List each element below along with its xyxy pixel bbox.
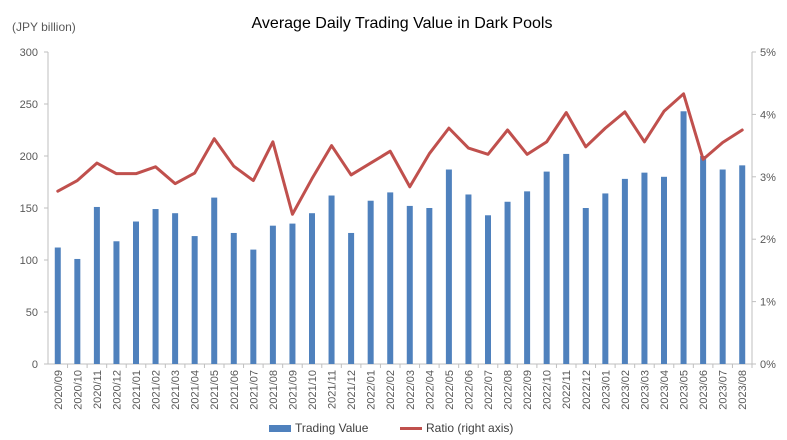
- x-tick-label: 2022/03: [405, 370, 417, 410]
- x-tick-label: 2021/10: [307, 370, 319, 410]
- bar-trading-value: [113, 241, 120, 364]
- bar-trading-value: [328, 195, 335, 364]
- bar-trading-value: [54, 247, 61, 364]
- x-tick-label: 2023/03: [639, 370, 651, 410]
- x-tick-label: 2020/09: [53, 370, 65, 410]
- x-tick-label: 2022/10: [542, 370, 554, 410]
- x-tick-label: 2023/08: [737, 370, 749, 410]
- legend-swatch-trading-value: [269, 425, 291, 432]
- bar-trading-value: [172, 213, 179, 364]
- y-right-tick-label: 5%: [760, 47, 776, 59]
- x-tick-label: 2023/04: [659, 370, 671, 410]
- bar-trading-value: [485, 215, 491, 364]
- x-tick-label: 2021/09: [287, 370, 299, 410]
- y-left-tick-label: 250: [20, 99, 38, 111]
- bar-trading-value: [93, 206, 100, 364]
- x-tick-label: 2021/03: [170, 370, 182, 410]
- chart-title: Average Daily Trading Value in Dark Pool…: [252, 15, 553, 32]
- bar-trading-value: [661, 176, 667, 364]
- bar-trading-value: [406, 205, 413, 364]
- y-right-tick-label: 2%: [760, 234, 776, 246]
- x-tick-label: 2022/09: [522, 370, 534, 410]
- bar-trading-value: [465, 194, 472, 364]
- x-tick-label: 2021/11: [327, 370, 339, 409]
- bar-trading-value: [641, 172, 648, 364]
- trading-value-bars: [54, 111, 746, 364]
- bar-trading-value: [348, 232, 355, 364]
- x-tick-label: 2020/10: [72, 370, 84, 410]
- bar-trading-value: [309, 213, 315, 364]
- bar-trading-value: [680, 111, 687, 364]
- y-left-tick-label: 300: [20, 47, 38, 59]
- bar-trading-value: [445, 169, 452, 364]
- legend-label-ratio: Ratio (right axis): [426, 421, 513, 435]
- bar-trading-value: [426, 208, 433, 364]
- x-tick-label: 2021/01: [131, 370, 143, 410]
- legend-label-trading-value: Trading Value: [295, 421, 369, 435]
- x-tick-label: 2022/01: [366, 370, 378, 410]
- bar-trading-value: [230, 232, 237, 364]
- ratio-line: [56, 92, 744, 216]
- bar-trading-value: [621, 178, 628, 364]
- x-tick-label: 2022/05: [444, 370, 456, 410]
- x-tick-label: 2021/12: [346, 370, 358, 410]
- y-left-tick-label: 100: [20, 255, 38, 267]
- bar-trading-value: [152, 209, 159, 364]
- bar-trading-value: [524, 191, 531, 364]
- x-tick-label: 2023/02: [620, 370, 632, 410]
- x-tick-label: 2023/06: [698, 370, 710, 410]
- bar-trading-value: [700, 156, 707, 364]
- y-left-unit-label: (JPY billion): [12, 20, 76, 34]
- bar-trading-value: [74, 258, 81, 364]
- bar-trading-value: [582, 208, 589, 364]
- x-tick-label: 2022/08: [503, 370, 515, 410]
- x-tick-label: 2023/05: [679, 370, 691, 410]
- y-right-tick-label: 0%: [760, 359, 776, 371]
- bar-trading-value: [133, 221, 139, 364]
- x-tick-label: 2022/02: [385, 370, 397, 410]
- x-tick-label: 2022/12: [581, 370, 593, 410]
- x-tick-label: 2021/02: [151, 370, 163, 410]
- y-right-tick-label: 1%: [760, 297, 776, 309]
- y-right-tick-label: 3%: [760, 172, 776, 184]
- bar-trading-value: [211, 197, 218, 364]
- x-tick-label: 2022/06: [463, 370, 475, 410]
- y-left-tick-label: 200: [20, 151, 38, 163]
- x-tick-label: 2021/05: [209, 370, 221, 410]
- bar-trading-value: [191, 236, 198, 364]
- x-tick-label: 2022/11: [561, 370, 573, 409]
- bar-trading-value: [602, 193, 609, 364]
- y-left-ticks: 0 50 100 150 200 250 300: [20, 47, 48, 371]
- y-left-tick-label: 50: [26, 307, 38, 319]
- y-left-tick-label: 150: [20, 203, 38, 215]
- y-left-tick-label: 0: [32, 359, 38, 371]
- bar-trading-value: [504, 201, 511, 364]
- x-tick-label: 2021/07: [248, 370, 260, 410]
- bar-trading-value: [387, 192, 394, 364]
- bar-trading-value: [543, 171, 550, 364]
- bar-trading-value: [719, 169, 726, 364]
- x-tick-label: 2021/04: [190, 370, 202, 410]
- x-tick-label: 2022/04: [424, 370, 436, 410]
- bar-trading-value: [250, 249, 257, 364]
- bar-trading-value: [563, 153, 570, 364]
- x-axis-tick-labels: 2020/09 2020/10 2020/11 2020/12 2021/01 2021/…: [53, 364, 753, 410]
- x-tick-label: 2020/12: [111, 370, 123, 410]
- x-tick-label: 2023/07: [718, 370, 730, 410]
- x-tick-label: 2023/01: [600, 370, 612, 410]
- y-right-tick-label: 4%: [760, 109, 776, 121]
- x-tick-label: 2021/08: [268, 370, 280, 410]
- x-tick-label: 2021/06: [229, 370, 241, 410]
- x-tick-label: 2020/11: [92, 370, 104, 409]
- x-tick-label: 2022/07: [483, 370, 495, 410]
- legend: Trading Value Ratio (right axis): [269, 421, 513, 435]
- bar-trading-value: [367, 200, 374, 364]
- bar-trading-value: [289, 223, 296, 364]
- bar-trading-value: [269, 225, 276, 364]
- bar-trading-value: [739, 165, 746, 364]
- y-right-ticks: 0% 1% 2% 3% 4% 5%: [752, 47, 776, 371]
